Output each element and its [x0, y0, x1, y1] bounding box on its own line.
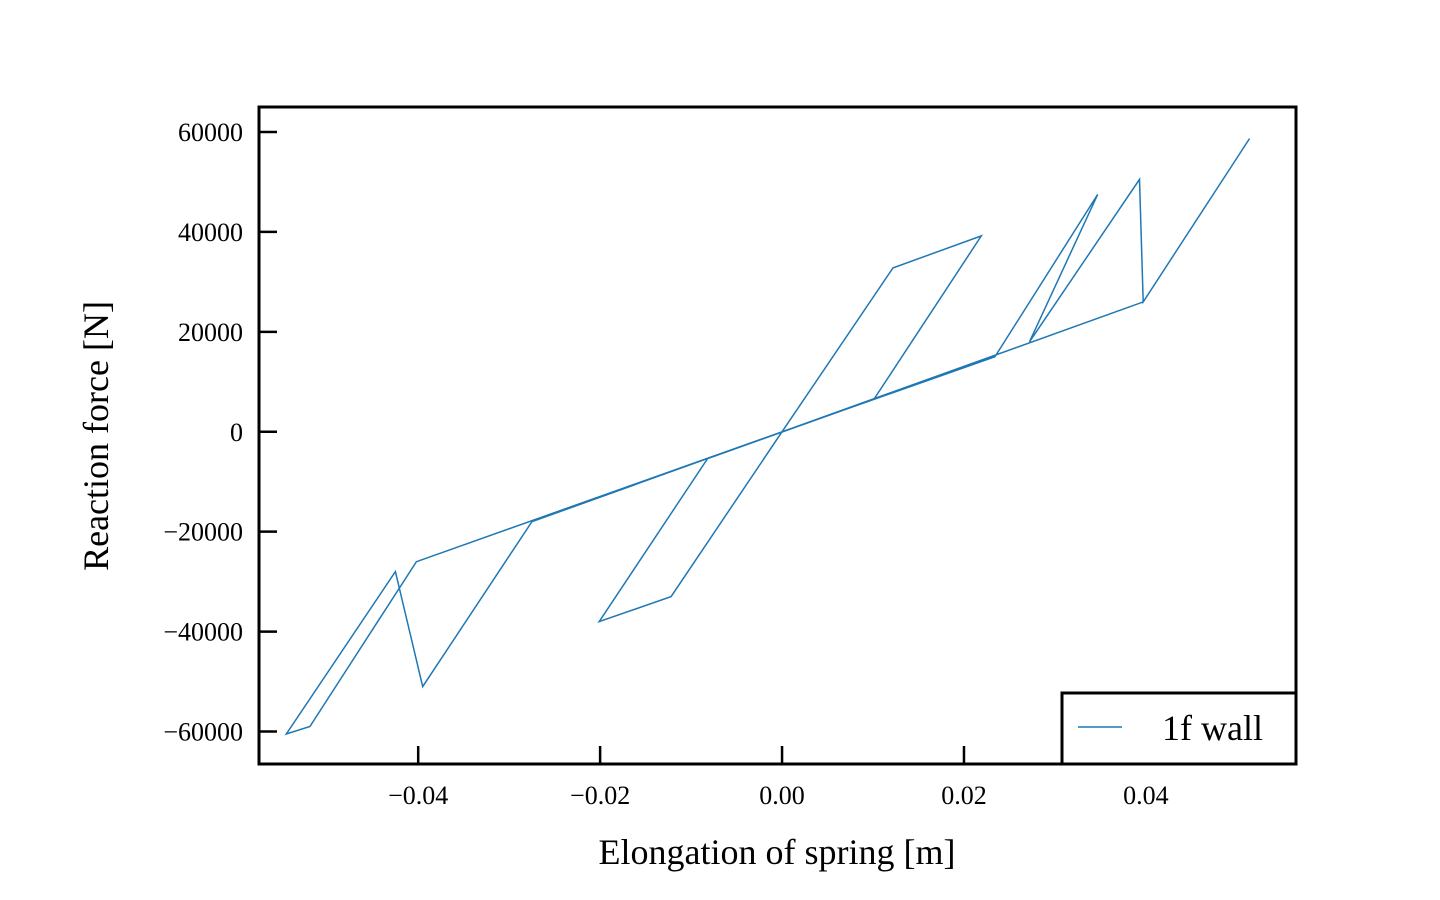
x-axis-ticks: −0.04 −0.02 0.00 0.02 0.04 [388, 746, 1169, 810]
x-tick-label: −0.04 [388, 781, 448, 810]
legend: 1f wall [1060, 691, 1298, 766]
y-tick-label: 40000 [178, 218, 243, 247]
legend-label: 1f wall [1162, 708, 1263, 748]
y-tick-label: −40000 [163, 618, 243, 647]
legend-frame [1060, 691, 1298, 766]
plot-area [284, 138, 1251, 736]
x-tick-label: 0.00 [759, 781, 805, 810]
x-tick-label: 0.04 [1123, 781, 1169, 810]
axes-frame [257, 105, 1298, 766]
y-tick-label: 20000 [178, 318, 243, 347]
x-axis-label: Elongation of spring [m] [599, 832, 956, 872]
x-tick-label: −0.02 [570, 781, 630, 810]
series-line-0 [284, 138, 1251, 736]
y-tick-label: −20000 [163, 518, 243, 547]
y-tick-label: −60000 [163, 718, 243, 747]
y-axis-ticks: −60000 −40000 −20000 0 20000 40000 60000 [163, 118, 277, 747]
x-tick-label: 0.02 [941, 781, 987, 810]
y-axis-label: Reaction force [N] [76, 301, 116, 571]
y-tick-label: 60000 [178, 118, 243, 147]
y-tick-label: 0 [230, 418, 243, 447]
